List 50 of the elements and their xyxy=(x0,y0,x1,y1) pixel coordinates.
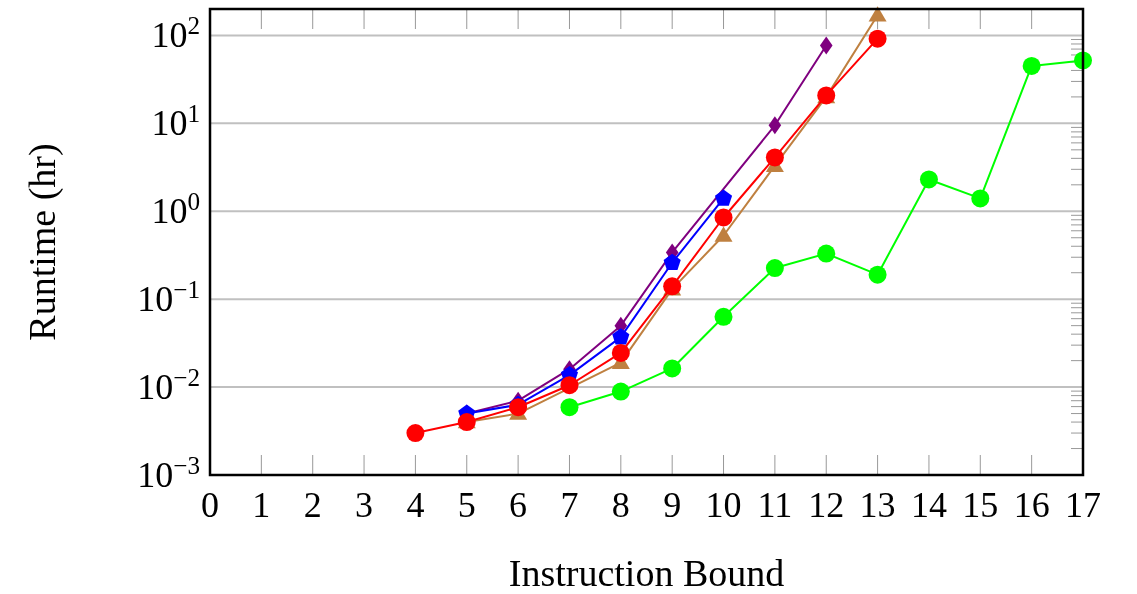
x-tick-label: 14 xyxy=(910,485,947,525)
point xyxy=(868,29,887,48)
point xyxy=(612,328,630,345)
point xyxy=(817,244,836,263)
x-tick-label: 9 xyxy=(663,485,682,525)
point xyxy=(714,189,733,206)
x-tick-label: 7 xyxy=(560,485,579,525)
y-tick-label: 10$^{1}$ xyxy=(151,99,200,144)
point xyxy=(560,376,579,395)
y-tick-label: 10$^{2}$ xyxy=(151,11,200,56)
x-tick-label: 0 xyxy=(201,485,219,525)
x-tick-label: 6 xyxy=(509,485,528,525)
point xyxy=(509,398,528,417)
point xyxy=(1022,56,1041,75)
x-tick-label: 4 xyxy=(406,485,425,525)
point xyxy=(765,148,784,167)
point xyxy=(714,226,733,242)
y-tick-label: 10$^{−2}$ xyxy=(137,363,200,408)
point xyxy=(611,382,630,401)
x-tick-label: 16 xyxy=(1013,485,1050,525)
point xyxy=(560,398,579,417)
x-tick-label: 8 xyxy=(611,485,630,525)
point xyxy=(868,6,887,22)
y-tick-label: 10$^{−3}$ xyxy=(137,451,200,495)
point xyxy=(663,253,681,270)
x-tick-label: 12 xyxy=(808,485,845,525)
x-tick-label: 3 xyxy=(355,485,374,525)
point xyxy=(714,208,733,227)
x-tick-label: 2 xyxy=(303,485,322,525)
point xyxy=(919,170,938,189)
point xyxy=(663,359,682,378)
point xyxy=(868,265,887,284)
point xyxy=(971,189,990,208)
point xyxy=(406,424,425,443)
point xyxy=(819,36,833,55)
point xyxy=(714,307,733,326)
x-tick-label: 17 xyxy=(1065,485,1101,525)
point xyxy=(765,259,784,278)
x-tick-label: 1 xyxy=(252,485,271,525)
y-axis-title: Runtime (hr) xyxy=(21,143,64,341)
y-tick-label: 10$^{−1}$ xyxy=(137,275,200,320)
x-tick-label: 15 xyxy=(962,485,999,525)
x-tick-label: 10 xyxy=(705,485,742,525)
x-tick-label: 5 xyxy=(457,485,476,525)
x-axis-title: Instruction Bound xyxy=(508,552,785,594)
point xyxy=(611,343,630,362)
x-tick-label: 13 xyxy=(859,485,896,525)
point xyxy=(768,116,782,135)
y-tick-label: 10$^{0}$ xyxy=(151,187,200,232)
x-tick-label: 11 xyxy=(757,485,793,525)
